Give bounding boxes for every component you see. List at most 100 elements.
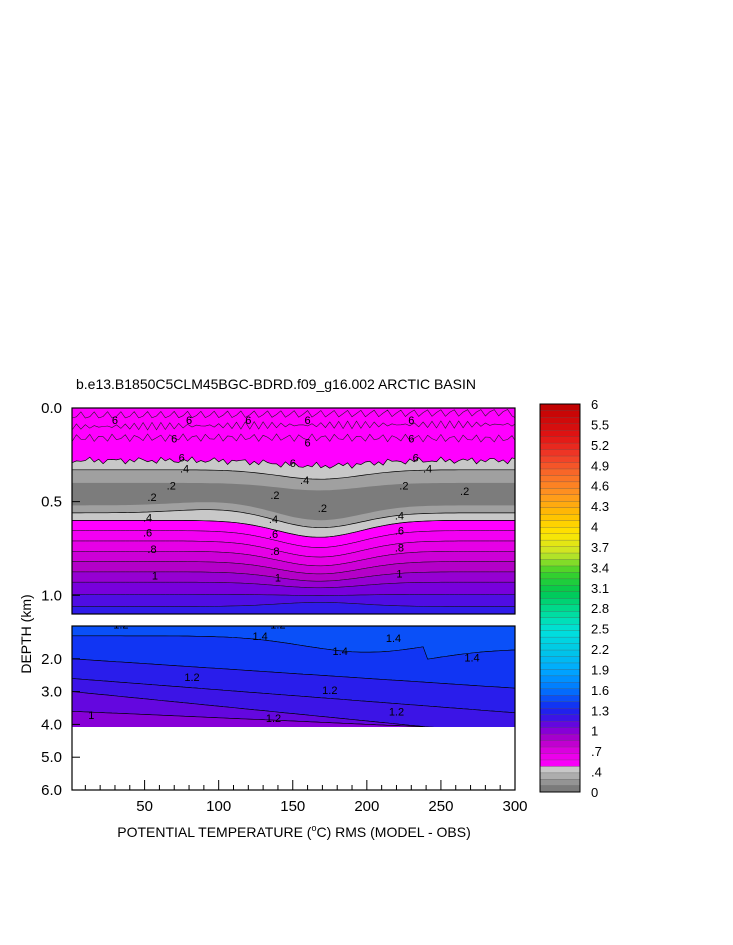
contour-label: .2 xyxy=(460,486,469,498)
contour-label: 1 xyxy=(275,572,281,584)
colorbar-swatch xyxy=(539,753,581,761)
colorbar-swatch xyxy=(539,520,581,528)
colorbar-tick-label: 2.8 xyxy=(591,601,609,616)
colorbar-swatch xyxy=(539,442,581,450)
x-tick-label: 150 xyxy=(280,798,305,815)
colorbar-swatch xyxy=(539,552,581,560)
contour-band xyxy=(72,509,515,538)
contour-label: 1.2 xyxy=(184,672,199,684)
colorbar-swatch xyxy=(539,449,581,457)
colorbar-tick-label: 6 xyxy=(591,397,598,412)
contour-line xyxy=(72,420,515,431)
contour-label: 1.2 xyxy=(270,620,285,632)
colorbar-swatch xyxy=(539,513,581,521)
colorbar-tick-label: 3.1 xyxy=(591,581,609,596)
colorbar-swatch xyxy=(539,733,581,741)
contour-label: 1 xyxy=(396,569,402,581)
colorbar-tick-label: 0 xyxy=(591,785,598,800)
colorbar-swatch xyxy=(539,604,581,612)
y-tick-label: 0.0 xyxy=(41,400,62,417)
colorbar-tick-label: 1 xyxy=(591,724,598,739)
contour-label: .6 xyxy=(269,529,278,541)
colorbar-swatch xyxy=(539,578,581,586)
colorbar-swatch xyxy=(539,565,581,573)
contour-line xyxy=(72,409,515,419)
contour-label: 6 xyxy=(413,452,419,464)
colorbar-swatch xyxy=(539,571,581,580)
colorbar-swatch xyxy=(539,778,581,786)
colorbar-swatch xyxy=(539,681,581,689)
contour-label: 1.2 xyxy=(322,685,337,697)
colorbar-tick-label: .4 xyxy=(591,765,602,780)
colorbar-swatch xyxy=(539,468,581,476)
colorbar-swatch xyxy=(539,429,581,437)
colorbar-swatch xyxy=(539,694,581,702)
y-tick-label: 1.0 xyxy=(41,587,62,604)
colorbar-swatch xyxy=(539,559,581,567)
colorbar-tick-label: .7 xyxy=(591,744,602,759)
colorbar-swatch xyxy=(539,487,581,495)
contour-band xyxy=(72,602,515,614)
contour-label: .4 xyxy=(143,512,152,524)
contour-label: 6 xyxy=(179,452,185,464)
contour-label: .6 xyxy=(395,525,404,537)
colorbar-tick-label: 5.5 xyxy=(591,417,609,432)
contour-label: .2 xyxy=(270,490,279,502)
x-axis-label: POTENTIAL TEMPERATURE (oC) RMS (MODEL - … xyxy=(117,823,471,840)
colorbar-tick-label: 3.7 xyxy=(591,540,609,555)
colorbar-swatch xyxy=(539,481,581,489)
contour-label: 6 xyxy=(186,415,192,427)
colorbar-labels: 0 .4 .7 1 1.3 1.6 1.9 2.2 2.5 2.8 3.1 3.4 3.7 4 4.3 4.6… xyxy=(591,397,609,800)
upper-plot-frame xyxy=(71,407,516,615)
colorbar-tick-label: 2.5 xyxy=(591,622,609,637)
contour-label: .2 xyxy=(399,481,408,493)
colorbar-swatch xyxy=(539,765,581,774)
colorbar-swatch xyxy=(539,707,581,715)
colorbar-swatch xyxy=(539,668,581,677)
colorbar-swatch xyxy=(539,403,581,411)
colorbar-swatch xyxy=(539,623,581,631)
upper-contour-fill xyxy=(72,408,515,614)
colorbar-swatch xyxy=(539,455,581,463)
x-tick-label: 200 xyxy=(354,798,379,815)
colorbar-swatch xyxy=(539,474,581,483)
upper-panel: 6 6 6 6 66 6 66 6 6.4.4.4.2.2.2.2.2.2.4.4.4.6.6.… xyxy=(41,400,516,615)
lower-y-ticks: 2.0 3.0 4.0 5.0 6.0 xyxy=(41,651,80,799)
contour-label: 1 xyxy=(152,570,158,582)
lower-plot-frame xyxy=(71,625,516,791)
colorbar-swatch xyxy=(539,636,581,644)
colorbar-swatch xyxy=(539,675,581,683)
contour-band xyxy=(72,710,435,727)
contour-label: 6 xyxy=(171,434,177,446)
colorbar-swatch xyxy=(539,462,581,470)
contour-line xyxy=(72,509,515,529)
colorbar: 0 .4 .7 1 1.3 1.6 1.9 2.2 2.5 2.8 3.1 3.4 3.7 4 4.3 4.6… xyxy=(539,397,609,800)
colorbar-tick-label: 4.9 xyxy=(591,458,609,473)
contour-line xyxy=(72,456,515,469)
colorbar-swatch xyxy=(539,630,581,638)
contour-label: 1.2 xyxy=(266,713,281,725)
contour-label: 6 xyxy=(290,458,296,470)
colorbar-swatch xyxy=(539,662,581,670)
contour-label: .8 xyxy=(147,544,156,556)
contour-label: .8 xyxy=(395,542,404,554)
colorbar-swatch xyxy=(539,423,581,431)
colorbar-swatch xyxy=(539,759,581,767)
contour-label: 1.4 xyxy=(253,631,268,643)
colorbar-tick-label: 4.6 xyxy=(591,479,609,494)
colorbar-swatch xyxy=(539,785,581,793)
contour-label: 6 xyxy=(112,415,118,427)
lower-contour-labels: 1.2 1.21.41.41.41.41.21.21.21.21 xyxy=(88,620,479,725)
contour-label: .2 xyxy=(318,503,327,515)
colorbar-tick-label: 1.3 xyxy=(591,703,609,718)
contour-label: 6 xyxy=(408,434,414,446)
x-axis-ticks: 50 100 150 200 250 300 xyxy=(84,780,528,815)
contour-line xyxy=(72,469,515,480)
colorbar-tick-label: 4.3 xyxy=(591,499,609,514)
y-tick-label: 6.0 xyxy=(41,782,62,799)
colorbar-tick-label: 2.2 xyxy=(591,642,609,657)
y-tick-label: 5.0 xyxy=(41,749,62,766)
colorbar-swatch xyxy=(539,714,581,722)
lower-contour-fill xyxy=(72,626,515,727)
